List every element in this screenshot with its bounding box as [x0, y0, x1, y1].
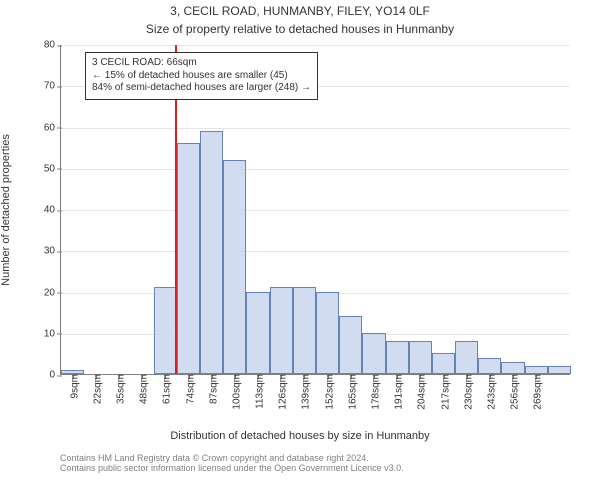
- x-tick: 152sqm: [320, 374, 335, 410]
- bar: [478, 358, 501, 375]
- y-tick: 60: [44, 122, 61, 133]
- x-tick: 269sqm: [529, 374, 544, 410]
- x-tick: 74sqm: [181, 374, 196, 404]
- bar: [339, 316, 362, 374]
- x-tick: 126sqm: [274, 374, 289, 410]
- x-tick: 139sqm: [297, 374, 312, 410]
- bar: [177, 143, 200, 374]
- annotation-line: ← 15% of detached houses are smaller (45…: [92, 70, 311, 83]
- x-tick: 48sqm: [135, 374, 150, 404]
- y-tick: 30: [44, 246, 61, 257]
- x-tick: 230sqm: [459, 374, 474, 410]
- gridline: [61, 128, 570, 129]
- chart-subtitle: Size of property relative to detached ho…: [0, 22, 600, 36]
- x-tick: 35sqm: [111, 374, 126, 404]
- y-tick: 50: [44, 163, 61, 174]
- bar: [154, 287, 177, 374]
- chart-supertitle: 3, CECIL ROAD, HUNMANBY, FILEY, YO14 0LF: [0, 4, 600, 18]
- bar: [246, 292, 269, 375]
- x-tick: 22sqm: [88, 374, 103, 404]
- footnote: Contains HM Land Registry data © Crown c…: [60, 453, 404, 473]
- gridline: [61, 45, 570, 46]
- annotation-box: 3 CECIL ROAD: 66sqm← 15% of detached hou…: [85, 52, 318, 100]
- x-tick: 243sqm: [482, 374, 497, 410]
- x-tick: 191sqm: [390, 374, 405, 410]
- y-tick: 20: [44, 287, 61, 298]
- y-tick: 40: [44, 205, 61, 216]
- bar: [409, 341, 432, 374]
- y-axis-label: Number of detached properties: [0, 45, 12, 375]
- x-tick: 204sqm: [413, 374, 428, 410]
- x-axis-label: Distribution of detached houses by size …: [0, 430, 600, 442]
- bar: [270, 287, 293, 374]
- x-tick: 113sqm: [251, 374, 266, 409]
- y-tick: 10: [44, 328, 61, 339]
- annotation-line: 84% of semi-detached houses are larger (…: [92, 82, 311, 95]
- bar: [200, 131, 223, 374]
- bar: [501, 362, 524, 374]
- x-tick: 61sqm: [158, 374, 173, 404]
- annotation-line: 3 CECIL ROAD: 66sqm: [92, 57, 311, 70]
- gridline: [61, 210, 570, 211]
- x-tick: 256sqm: [506, 374, 521, 410]
- bar: [223, 160, 246, 375]
- bar: [525, 366, 548, 374]
- footnote-line: Contains HM Land Registry data © Crown c…: [60, 453, 404, 463]
- y-tick: 0: [49, 370, 61, 381]
- x-tick: 100sqm: [227, 374, 242, 410]
- x-tick: 9sqm: [65, 374, 80, 398]
- gridline: [61, 251, 570, 252]
- y-tick: 70: [44, 81, 61, 92]
- gridline: [61, 169, 570, 170]
- x-tick: 178sqm: [366, 374, 381, 410]
- bar: [386, 341, 409, 374]
- bar: [316, 292, 339, 375]
- footnote-line: Contains public sector information licen…: [60, 463, 404, 473]
- bar: [362, 333, 385, 374]
- y-tick: 80: [44, 40, 61, 51]
- x-tick: 217sqm: [436, 374, 451, 410]
- bar: [432, 353, 455, 374]
- bar: [293, 287, 316, 374]
- bar: [548, 366, 571, 374]
- x-tick: 165sqm: [343, 374, 358, 410]
- x-tick: 87sqm: [204, 374, 219, 404]
- bar: [455, 341, 478, 374]
- chart-container: 3, CECIL ROAD, HUNMANBY, FILEY, YO14 0LF…: [0, 0, 600, 500]
